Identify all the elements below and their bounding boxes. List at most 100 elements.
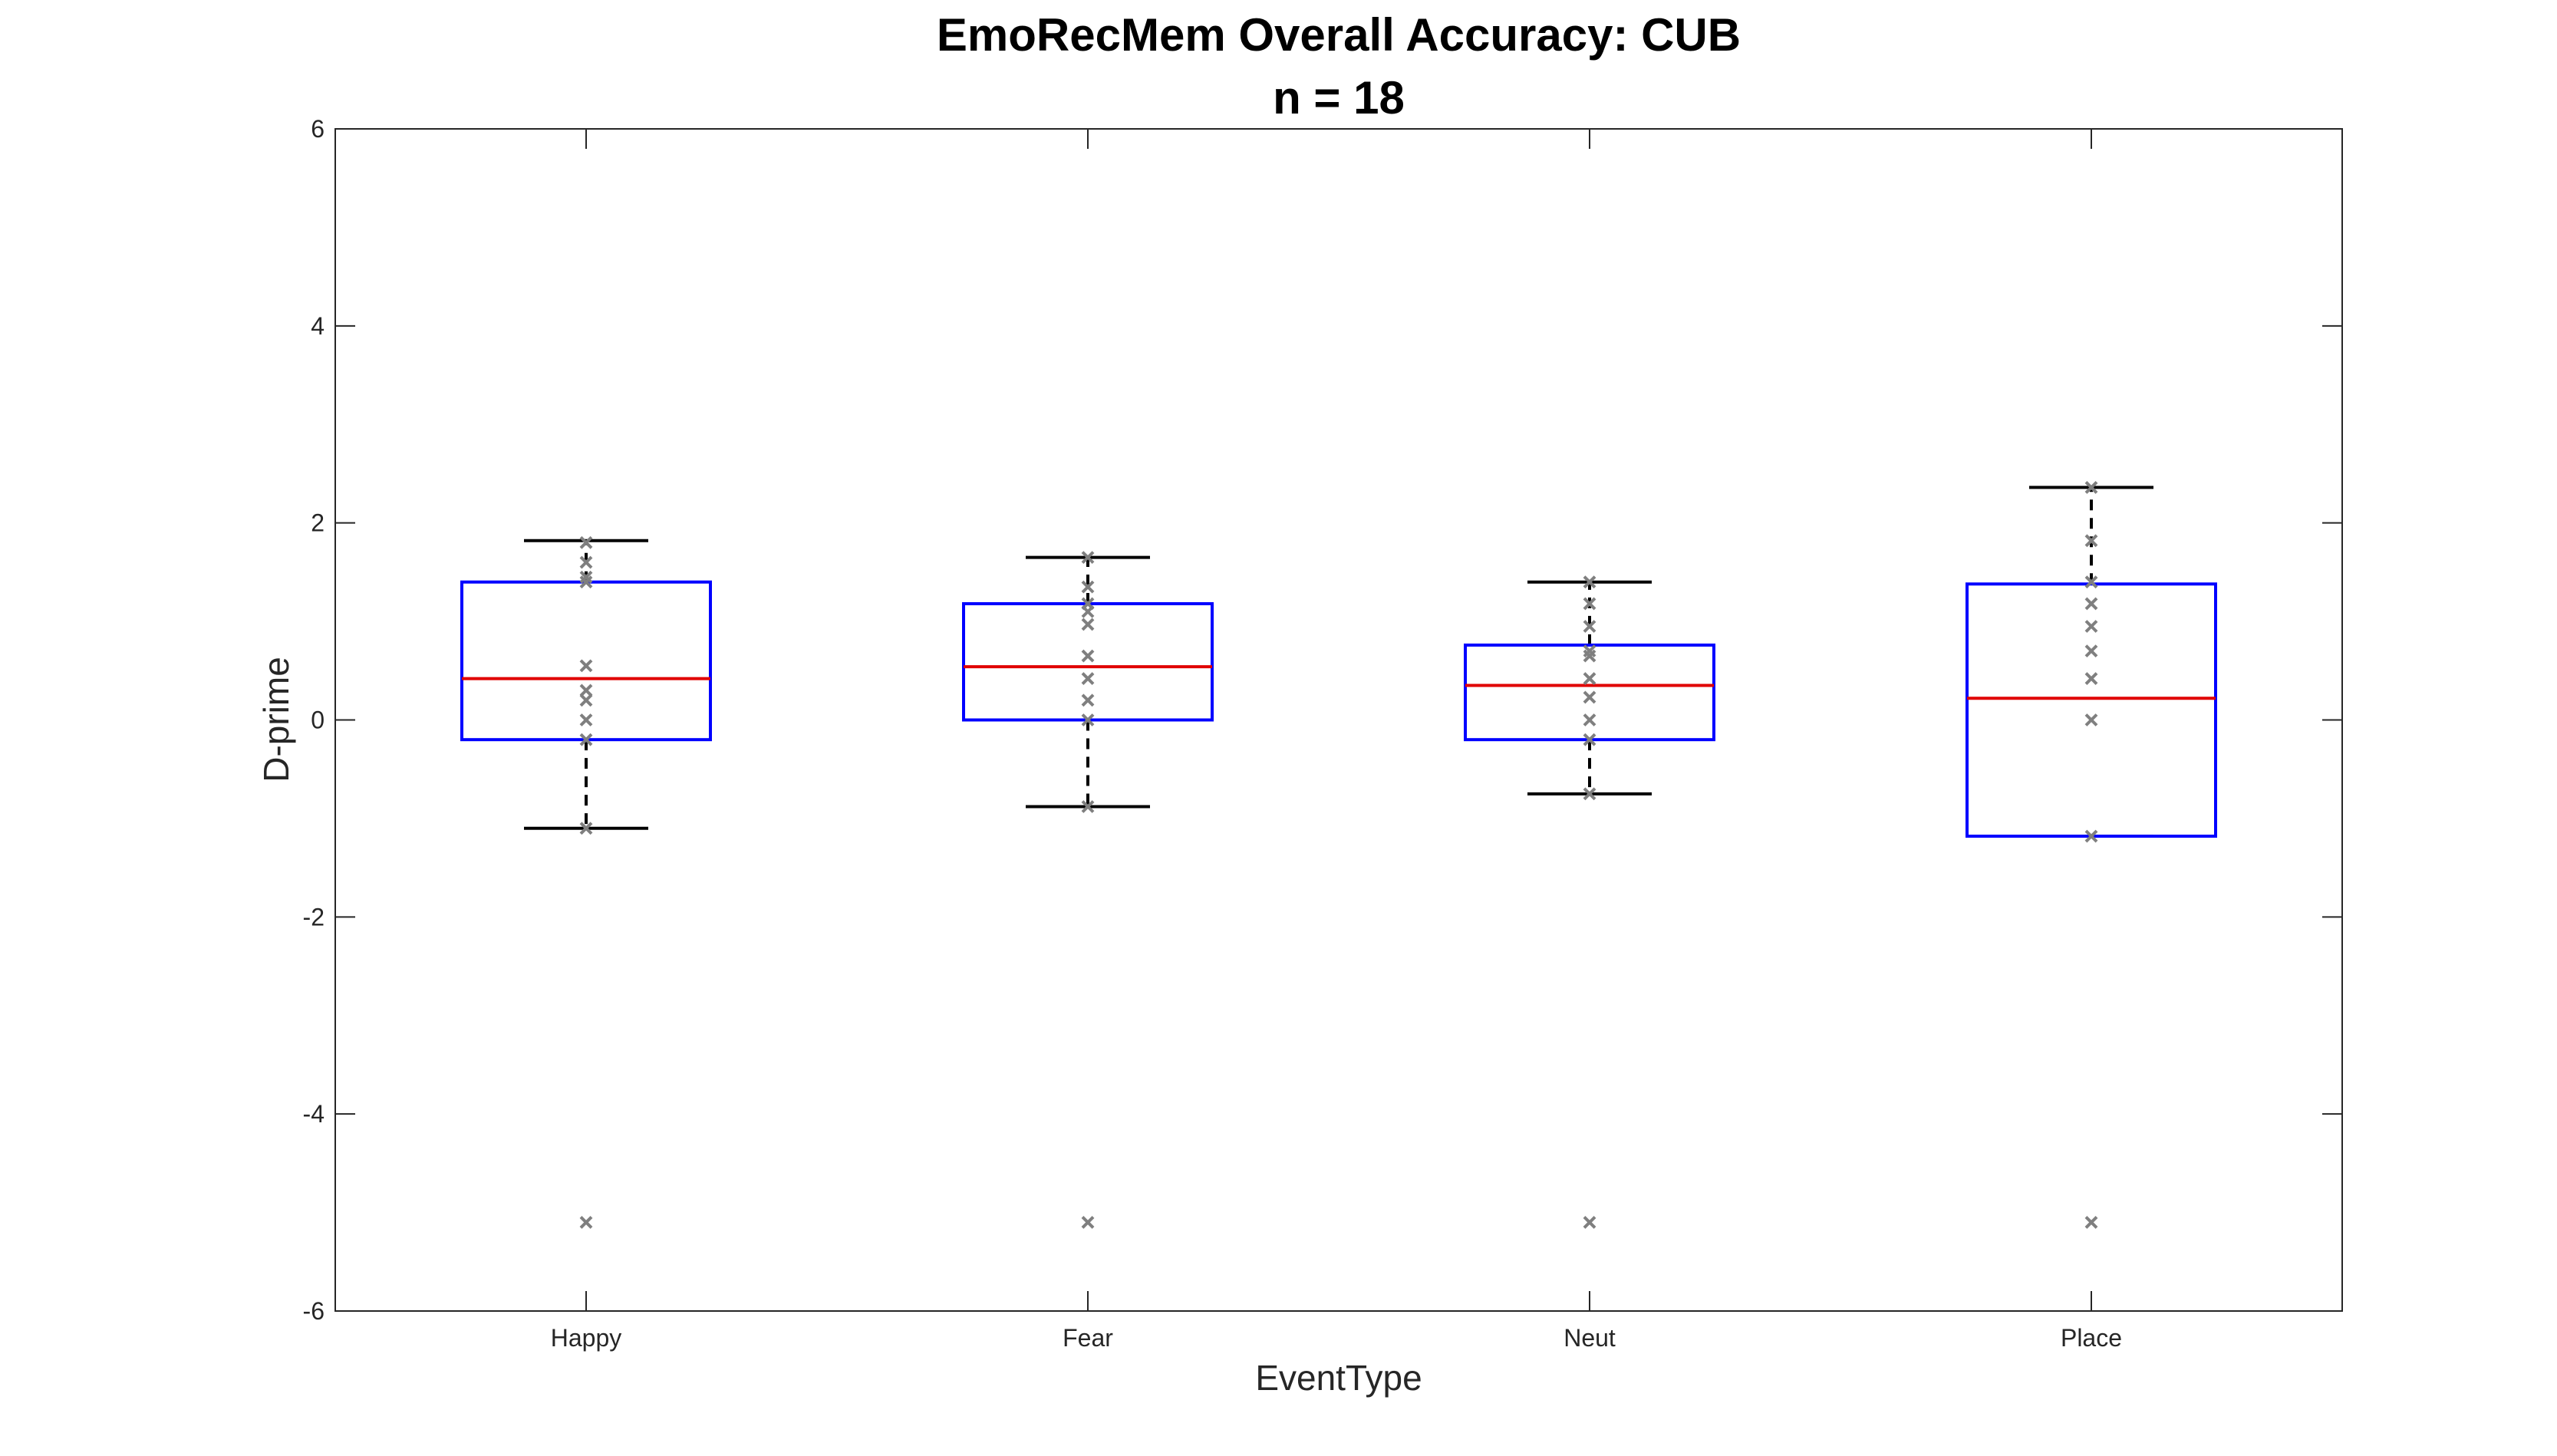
data-point bbox=[1081, 713, 1095, 726]
y-axis: -6 -4 -2 0 2 4 6 bbox=[303, 115, 2342, 1325]
data-point bbox=[1081, 1216, 1095, 1229]
data-point bbox=[1583, 644, 1596, 658]
data-point-stroke bbox=[1583, 575, 1596, 589]
data-point-stroke bbox=[1583, 733, 1596, 746]
data-point-stroke bbox=[579, 555, 593, 569]
data-point-stroke bbox=[579, 822, 593, 835]
y-tick-label: -6 bbox=[303, 1297, 325, 1325]
data-point-stroke bbox=[579, 575, 593, 589]
data-point-stroke bbox=[1583, 620, 1596, 633]
data-point bbox=[2084, 575, 2098, 589]
data-point-stroke bbox=[2084, 713, 2098, 726]
data-point-stroke bbox=[2084, 597, 2098, 611]
data-point bbox=[2084, 1216, 2098, 1229]
data-point-stroke bbox=[1081, 800, 1095, 813]
y-tick-label: -4 bbox=[303, 1100, 325, 1128]
data-point-stroke bbox=[579, 570, 593, 584]
data-point bbox=[579, 659, 593, 673]
data-point-stroke bbox=[1583, 1216, 1596, 1229]
data-point bbox=[2084, 713, 2098, 726]
box-group-place bbox=[1966, 481, 2217, 1229]
x-tick-label: Place bbox=[2061, 1324, 2122, 1352]
x-axis-label: EventType bbox=[1255, 1358, 1422, 1398]
data-point bbox=[1081, 672, 1095, 685]
data-point bbox=[1583, 1216, 1596, 1229]
data-point bbox=[1583, 649, 1596, 663]
y-tick-label: 2 bbox=[311, 509, 325, 537]
data-point bbox=[1583, 575, 1596, 589]
box-plots bbox=[460, 481, 2217, 1229]
data-point bbox=[2084, 672, 2098, 685]
data-point bbox=[1583, 620, 1596, 633]
data-point-stroke bbox=[1583, 644, 1596, 658]
data-point bbox=[579, 535, 593, 549]
data-point bbox=[579, 693, 593, 707]
data-point bbox=[1583, 597, 1596, 611]
data-point-stroke bbox=[2084, 644, 2098, 658]
data-point bbox=[579, 575, 593, 589]
data-point bbox=[1081, 597, 1095, 611]
data-point bbox=[2084, 620, 2098, 633]
data-point-stroke bbox=[1081, 693, 1095, 707]
data-point-stroke bbox=[579, 659, 593, 673]
data-point-stroke bbox=[2084, 534, 2098, 548]
data-point-stroke bbox=[1081, 672, 1095, 685]
data-point-stroke bbox=[579, 693, 593, 707]
data-point-stroke bbox=[1583, 672, 1596, 685]
data-point-stroke bbox=[579, 1216, 593, 1229]
data-point-stroke bbox=[2084, 575, 2098, 589]
data-point bbox=[579, 684, 593, 697]
data-point bbox=[1081, 580, 1095, 594]
data-point-stroke bbox=[1583, 597, 1596, 611]
plot-area-frame bbox=[334, 128, 2343, 1312]
data-point-stroke bbox=[579, 535, 593, 549]
data-point bbox=[1583, 690, 1596, 704]
x-axis: Happy Fear Neut Place bbox=[551, 129, 2122, 1352]
data-point-stroke bbox=[579, 684, 593, 697]
data-point-stroke bbox=[2084, 672, 2098, 685]
x-tick-label: Fear bbox=[1063, 1324, 1113, 1352]
data-point-stroke bbox=[1583, 713, 1596, 726]
chart-title: EmoRecMem Overall Accuracy: CUB bbox=[937, 9, 1741, 61]
box-group-fear bbox=[962, 551, 1214, 1229]
data-point bbox=[579, 733, 593, 746]
box-group-neut bbox=[1464, 575, 1715, 1229]
data-point-stroke bbox=[1081, 618, 1095, 631]
data-point bbox=[2084, 644, 2098, 658]
data-point bbox=[2084, 481, 2098, 494]
data-point-stroke bbox=[1081, 649, 1095, 663]
data-point-stroke bbox=[579, 733, 593, 746]
data-point bbox=[2084, 597, 2098, 611]
data-point bbox=[1583, 733, 1596, 746]
data-point bbox=[579, 1216, 593, 1229]
data-point-stroke bbox=[1081, 713, 1095, 726]
data-point-stroke bbox=[2084, 829, 2098, 843]
y-tick-label: 0 bbox=[311, 707, 325, 734]
data-point-stroke bbox=[1583, 649, 1596, 663]
data-point-stroke bbox=[1583, 787, 1596, 801]
data-point-stroke bbox=[1081, 580, 1095, 594]
data-point bbox=[579, 713, 593, 726]
data-point-stroke bbox=[2084, 481, 2098, 494]
y-tick-label: -2 bbox=[303, 903, 325, 931]
data-point bbox=[1583, 787, 1596, 801]
data-point bbox=[579, 555, 593, 569]
x-tick-label: Neut bbox=[1564, 1324, 1616, 1352]
data-point bbox=[1081, 618, 1095, 631]
data-point bbox=[1583, 713, 1596, 726]
data-point bbox=[1081, 649, 1095, 663]
data-point-stroke bbox=[2084, 620, 2098, 633]
y-axis-label: D-prime bbox=[256, 657, 296, 782]
data-point bbox=[1081, 551, 1095, 565]
data-point-stroke bbox=[2084, 1216, 2098, 1229]
data-point bbox=[2084, 829, 2098, 843]
box-group-happy bbox=[460, 535, 712, 1229]
data-point bbox=[1081, 800, 1095, 813]
y-tick-label: 4 bbox=[311, 312, 325, 340]
data-point bbox=[579, 822, 593, 835]
data-point bbox=[2084, 534, 2098, 548]
chart-subtitle: n = 18 bbox=[1273, 72, 1405, 124]
data-point bbox=[1583, 672, 1596, 685]
data-point bbox=[579, 570, 593, 584]
